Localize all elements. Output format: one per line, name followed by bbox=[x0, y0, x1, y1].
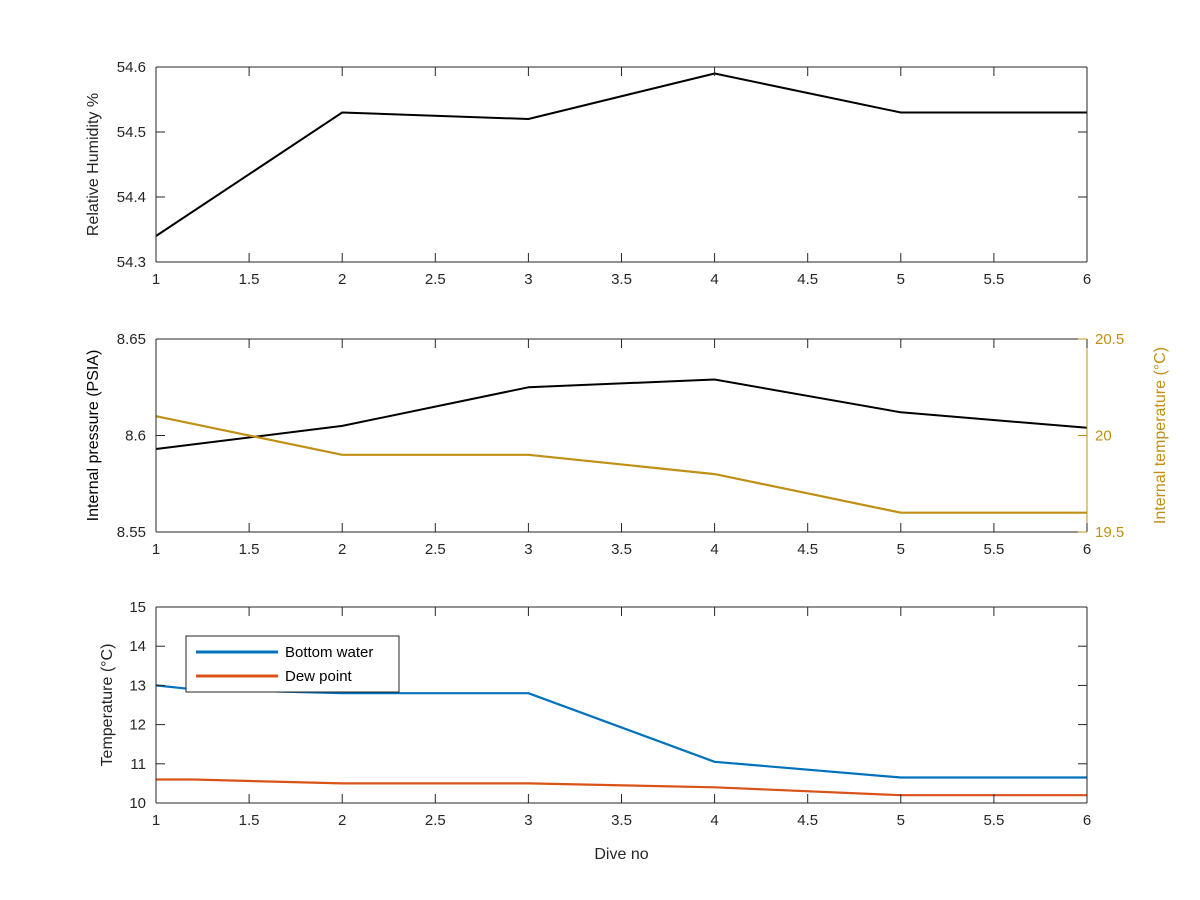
x-tick-label: 2.5 bbox=[425, 271, 446, 288]
x-tick-label: 3.5 bbox=[611, 541, 632, 558]
x-tick-label: 6 bbox=[1083, 812, 1091, 829]
x-tick-label: 3 bbox=[524, 271, 532, 288]
x-tick-label: 4.5 bbox=[797, 541, 818, 558]
x-tick-label: 1.5 bbox=[239, 541, 260, 558]
legend-label: Dew point bbox=[285, 668, 353, 685]
y-tick-label: 8.65 bbox=[117, 331, 146, 348]
pressure-temperature-chart: 1 1.5 2 2.5 3 3.5 4 4.5 5 5.5 6 8.55 8.6 8.65 19.5 20 20… bbox=[85, 331, 1169, 558]
x-tick-label: 2.5 bbox=[425, 541, 446, 558]
y2-tick-label: 20.5 bbox=[1095, 331, 1124, 348]
legend-box bbox=[185, 635, 400, 693]
y-tick-label: 54.5 bbox=[117, 124, 146, 141]
x-tick-label: 4 bbox=[710, 541, 718, 558]
y2-tick-label: 20 bbox=[1095, 428, 1112, 445]
y-tick-label: 54.4 bbox=[117, 189, 146, 206]
y-tick-label: 8.55 bbox=[117, 524, 146, 541]
temperature-chart: 1 1.5 2 2.5 3 3.5 4 4.5 5 5.5 6 10 11 12 13 14 15 Tempera… bbox=[99, 599, 1091, 863]
y-tick-label: 15 bbox=[129, 599, 146, 616]
x-tick-label: 2 bbox=[338, 812, 346, 829]
y-tick-label: 54.3 bbox=[117, 254, 146, 271]
x-tick-label: 1 bbox=[152, 271, 160, 288]
y-tick-label: 10 bbox=[129, 795, 146, 812]
x-tick-label: 4 bbox=[710, 812, 718, 829]
series-line-bottom-water bbox=[155, 684, 1087, 779]
y-axis-title: Internal pressure (PSIA) bbox=[85, 350, 102, 522]
y-axis-title: Temperature (°C) bbox=[99, 644, 116, 767]
x-tick-label: 2.5 bbox=[425, 812, 446, 829]
y-tick-label: 8.6 bbox=[125, 428, 146, 445]
y2-tick-label: 19.5 bbox=[1095, 524, 1124, 541]
x-tick-label: 5 bbox=[897, 812, 905, 829]
series-line-dew-point bbox=[156, 778, 1087, 797]
x-tick-label: 1 bbox=[152, 541, 160, 558]
x-tick-label: 4 bbox=[710, 271, 718, 288]
y-axis-title: Relative Humidity % bbox=[85, 93, 102, 236]
y-tick-label: 11 bbox=[130, 756, 146, 773]
series-line-1-0 bbox=[155, 378, 1088, 450]
series-line-0-0 bbox=[155, 72, 1087, 237]
x-axis-title: Dive no bbox=[594, 846, 648, 863]
x-tick-label: 6 bbox=[1083, 271, 1091, 288]
x-tick-label: 2 bbox=[338, 541, 346, 558]
legend: Bottom water Dew point bbox=[185, 635, 400, 693]
x-tick-label: 5.5 bbox=[983, 812, 1004, 829]
x-tick-label: 2 bbox=[338, 271, 346, 288]
humidity-chart: 1 1.5 2 2.5 3 3.5 4 4.5 5 5.5 6 54.3 54.4 54.5 54.6 Rel… bbox=[85, 59, 1091, 288]
x-tick-label: 5.5 bbox=[983, 271, 1004, 288]
x-tick-label: 3 bbox=[524, 812, 532, 829]
x-tick-label: 3.5 bbox=[611, 812, 632, 829]
x-tick-label: 5 bbox=[897, 541, 905, 558]
y-tick-label: 12 bbox=[129, 717, 146, 734]
x-tick-label: 1 bbox=[152, 812, 160, 829]
x-tick-label: 6 bbox=[1083, 541, 1091, 558]
x-tick-label: 1.5 bbox=[239, 812, 260, 829]
y-tick-label: 13 bbox=[129, 677, 146, 694]
series-line-1-1 bbox=[155, 415, 1087, 514]
x-tick-label: 3.5 bbox=[611, 271, 632, 288]
legend-label: Bottom water bbox=[285, 644, 373, 661]
x-tick-label: 3 bbox=[524, 541, 532, 558]
y2-axis-title: Internal temperature (°C) bbox=[1152, 347, 1169, 524]
x-tick-label: 5 bbox=[897, 271, 905, 288]
x-tick-label: 4.5 bbox=[797, 271, 818, 288]
y-tick-label: 14 bbox=[129, 638, 146, 655]
x-tick-label: 1.5 bbox=[239, 271, 260, 288]
x-tick-label: 4.5 bbox=[797, 812, 818, 829]
x-tick-label: 5.5 bbox=[983, 541, 1004, 558]
y-tick-label: 54.6 bbox=[117, 59, 146, 76]
